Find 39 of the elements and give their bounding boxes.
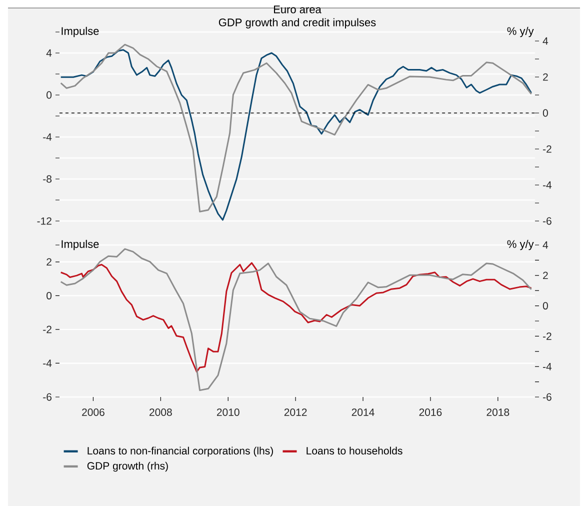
y-tick-label: -8 xyxy=(43,175,52,183)
x-tick-label: 2016 xyxy=(419,408,442,416)
x-tick-label: 2008 xyxy=(150,408,172,416)
y-tick-label: -4 xyxy=(43,133,52,141)
y-tick-label: -2 xyxy=(43,326,52,334)
y-tick-label: 4 xyxy=(46,49,52,57)
y2-axis-title: % y/y xyxy=(507,26,534,38)
legend-label: Loans to households xyxy=(306,446,402,455)
line-series xyxy=(60,262,532,373)
y-axis-title: Impulse xyxy=(62,240,99,250)
y2-tick-label: -6 xyxy=(543,217,552,225)
chart-title: Euro area xyxy=(274,6,322,14)
x-tick-label: 2006 xyxy=(82,408,104,416)
y2-tick-label: 4 xyxy=(542,37,548,45)
y-tick-label: -6 xyxy=(43,393,52,401)
y-tick-label: 0 xyxy=(46,292,52,300)
y2-tick-label: 0 xyxy=(542,109,548,117)
y2-tick-label: -2 xyxy=(543,145,552,153)
y2-tick-label: -4 xyxy=(543,362,552,370)
y2-tick-label: 2 xyxy=(543,272,548,280)
y-tick-label: 2 xyxy=(46,258,52,266)
text: GDP growth (rhs) xyxy=(87,462,168,472)
y-tick-label: 0 xyxy=(46,91,52,99)
y2-tick-label: 0 xyxy=(542,302,548,310)
y2-tick-label: -4 xyxy=(543,181,552,189)
y-axis-title: Impulse xyxy=(62,26,99,38)
chart-subtitle: GDP growth and credit impulses xyxy=(218,18,376,28)
x-tick-label: 2018 xyxy=(486,408,510,416)
y2-tick-label: 2 xyxy=(543,73,548,81)
y-tick-label: -4 xyxy=(43,360,52,367)
text: Loans to non-financial corporations (lhs) xyxy=(88,446,273,457)
y-tick-label: -12 xyxy=(37,217,52,225)
x-tick-label: 2010 xyxy=(216,408,240,416)
y2-tick-label: -6 xyxy=(543,393,552,401)
x-tick-label: 2014 xyxy=(352,408,374,416)
y2-tick-label: -2 xyxy=(543,332,552,340)
y2-tick-label: 4 xyxy=(542,241,548,249)
y2-axis-title: % y/y xyxy=(507,240,534,250)
x-tick-label: 2012 xyxy=(284,408,307,416)
